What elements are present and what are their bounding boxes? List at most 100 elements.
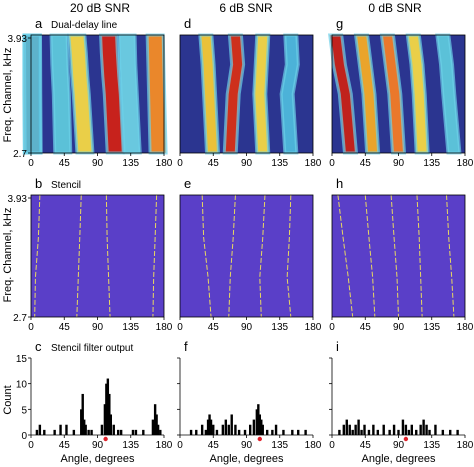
- panel-h: h 0 45 90 135 180: [329, 176, 474, 333]
- x-tick-label-i-0: 0: [329, 440, 335, 451]
- x-label-f: Angle, degrees: [210, 453, 284, 465]
- x-tick-label-f-90: 90: [241, 440, 253, 451]
- x-tick-label-h-0: 0: [329, 322, 335, 333]
- panel-f: f 0 45 90 135 180 Angle, degrees: [177, 339, 322, 465]
- bar-i-6: [357, 419, 360, 435]
- stencil-line-h-0: [337, 194, 354, 318]
- heatmap-band-d-1: [224, 35, 244, 153]
- x-tick-label-a-90: 90: [92, 158, 104, 169]
- bar-f-2: [200, 424, 204, 435]
- bar-i-0: [338, 429, 341, 435]
- panel-e: e 0 45 90 135 180: [177, 176, 322, 333]
- bar-f-23: [265, 429, 269, 435]
- heatmap-band-g-0: [329, 35, 357, 153]
- heatmap-band-a-2: [24, 35, 42, 153]
- bar-c-15: [105, 383, 108, 435]
- bar-i-23: [425, 424, 428, 435]
- x-tick-label-b-0: 0: [28, 322, 34, 333]
- x-tick-label-h-90: 90: [393, 322, 405, 333]
- bar-c-18: [109, 414, 112, 435]
- bar-f-20: [258, 414, 261, 435]
- bar-f-24: [271, 429, 274, 435]
- panel-letter-d: d: [184, 16, 191, 31]
- bar-i-7: [360, 429, 363, 435]
- x-tick-label-i-90: 90: [393, 440, 405, 451]
- bar-i-26: [441, 429, 445, 435]
- x-tick-label-h-135: 135: [423, 322, 440, 333]
- bar-c-11: [87, 429, 90, 435]
- stencil-line-b-2: [105, 194, 111, 318]
- bar-i-27: [449, 429, 452, 435]
- x-tick-label-h-45: 45: [360, 322, 372, 333]
- y-tick-label-c-10: 10: [16, 380, 28, 391]
- panel-letter-b: b: [35, 176, 42, 191]
- stencil-line-e-2: [259, 194, 266, 318]
- x-tick-label-a-180: 180: [156, 158, 173, 169]
- stencil-line-e-0: [201, 194, 212, 318]
- y-tick-label-c-15: 15: [16, 354, 28, 365]
- bar-f-27: [291, 429, 294, 435]
- bar-i-11: [376, 429, 380, 435]
- bar-f-18: [255, 409, 259, 435]
- x-tick-label-g-90: 90: [393, 158, 405, 169]
- panel-c: c Stencil filter output 0 45 90 135 180 Angle, …: [16, 339, 173, 465]
- x-tick-label-c-90: 90: [92, 440, 104, 451]
- bar-c-5: [65, 424, 68, 435]
- bar-i-24: [428, 429, 431, 435]
- stencil-line-h-2: [390, 194, 399, 318]
- heatmap-band-halo-a-7: [145, 33, 168, 155]
- bar-f-17: [252, 419, 256, 435]
- x-tick-label-e-90: 90: [241, 322, 253, 333]
- bar-i-5: [354, 424, 357, 435]
- bar-f-29: [304, 429, 307, 435]
- bar-f-8: [215, 429, 219, 435]
- x-tick-label-c-135: 135: [122, 440, 139, 451]
- stencil-line-e-3: [286, 194, 292, 318]
- bar-i-3: [348, 424, 351, 435]
- bar-f-6: [209, 419, 213, 435]
- marker-i: [403, 436, 409, 442]
- x-tick-label-h-180: 180: [457, 322, 474, 333]
- panel-letter-c: c: [35, 339, 42, 354]
- bar-c-24: [142, 429, 145, 435]
- x-tick-label-i-135: 135: [423, 440, 440, 451]
- row-label-stencil-filter: Stencil filter output: [51, 343, 133, 354]
- x-tick-label-d-90: 90: [241, 158, 253, 169]
- panel-i: i 0 45 90 135 180 Angle, degrees: [329, 339, 474, 465]
- bar-c-10: [84, 424, 87, 435]
- panel-letter-h: h: [336, 176, 343, 191]
- stencil-line-b-3: [152, 194, 158, 318]
- bar-f-14: [237, 429, 241, 435]
- heatmap-band-a-7: [147, 35, 167, 153]
- bar-i-22: [422, 419, 425, 435]
- x-label-i: Angle, degrees: [362, 453, 436, 465]
- bar-i-9: [367, 429, 371, 435]
- bar-f-0: [189, 429, 193, 435]
- x-tick-label-a-45: 45: [59, 158, 71, 169]
- bar-c-17: [108, 393, 111, 435]
- x-tick-label-e-180: 180: [305, 322, 322, 333]
- bar-c-6: [72, 429, 76, 435]
- bar-c-25: [151, 419, 155, 435]
- stencil-line-h-1: [364, 194, 376, 318]
- stencil-background-h: [332, 195, 465, 317]
- bar-c-16: [106, 378, 110, 435]
- stencil-line-b-0: [34, 194, 41, 318]
- bar-c-12: [90, 429, 93, 435]
- x-tick-label-d-45: 45: [208, 158, 220, 169]
- bar-c-14: [103, 404, 107, 435]
- x-tick-label-g-45: 45: [360, 158, 372, 169]
- x-tick-label-g-135: 135: [423, 158, 440, 169]
- bar-f-11: [227, 424, 230, 435]
- bar-i-10: [372, 424, 375, 435]
- x-tick-label-b-135: 135: [122, 322, 139, 333]
- panel-g: g 0 45 90 135 180: [327, 16, 474, 169]
- bar-f-28: [297, 429, 300, 435]
- stencil-line-h-4: [446, 194, 455, 318]
- row-label-dual-delay: Dual-delay line: [51, 20, 118, 31]
- bar-c-9: [83, 419, 86, 435]
- column-title-20db: 20 dB SNR: [70, 1, 130, 15]
- panel-letter-i: i: [336, 339, 339, 354]
- y-tick-label-b-3.93: 3.93: [8, 194, 28, 205]
- row-label-stencil: Stencil: [51, 180, 81, 191]
